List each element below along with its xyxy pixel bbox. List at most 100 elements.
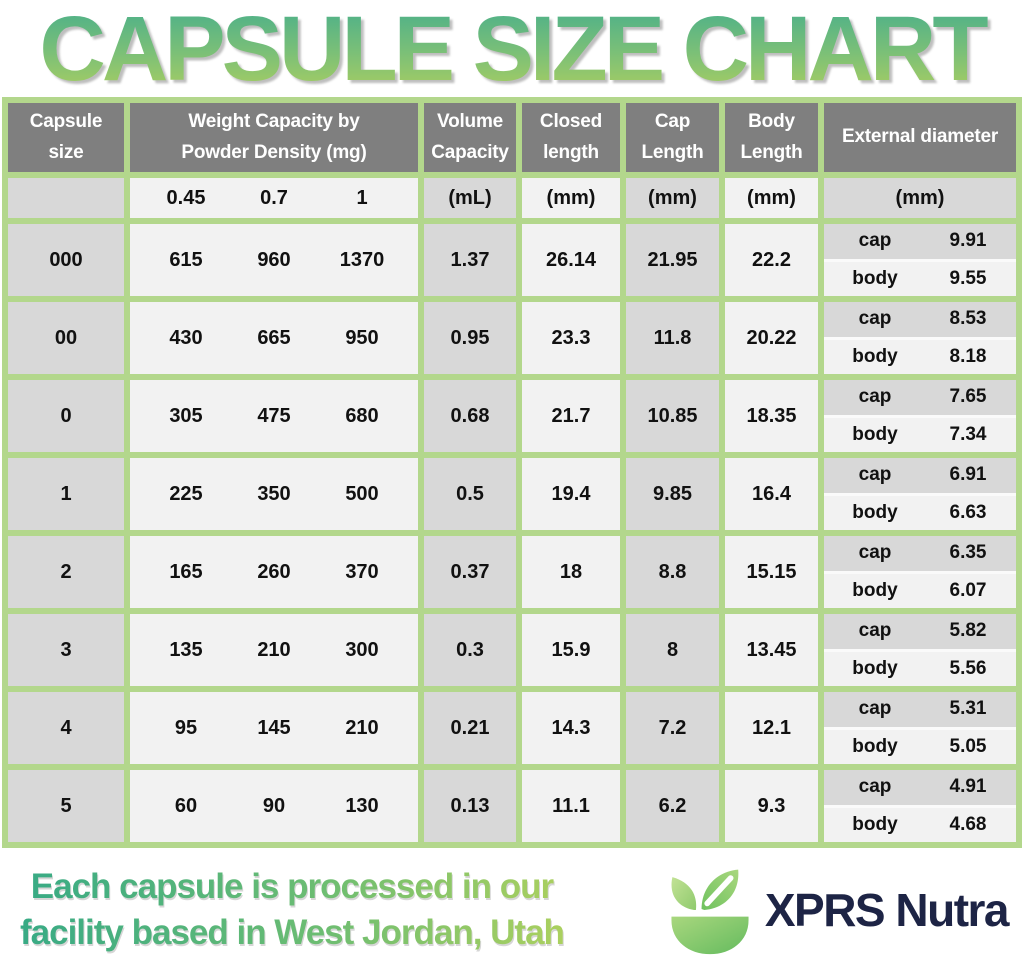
weight-density-07: 960 xyxy=(257,248,291,271)
diameter-body-label: body xyxy=(852,657,898,679)
diameter-body-value: 6.07 xyxy=(949,579,987,601)
col-header-external-diameter: External diameter xyxy=(824,103,1016,172)
weight-density-07: 260 xyxy=(257,560,291,583)
diameter-cap-row: cap 5.31 xyxy=(824,692,1016,727)
weight-density-07: 350 xyxy=(257,482,291,505)
closed-length-value: 26.14 xyxy=(522,224,620,296)
weight-density-07: 90 xyxy=(262,794,286,817)
capsule-size-table: Capsule size Weight Capacity by Powder D… xyxy=(2,97,1022,848)
capsule-size-value: 2 xyxy=(8,536,124,608)
diameter-body-label: body xyxy=(852,813,898,835)
unit-body-length: (mm) xyxy=(725,178,818,218)
diameter-cap-row: cap 7.65 xyxy=(824,380,1016,415)
weight-capacity-values: 430 665 950 xyxy=(130,302,418,374)
external-diameter-cell: cap 9.91 body 9.55 xyxy=(824,224,1016,296)
unit-density-07: 0.7 xyxy=(260,186,288,209)
unit-density-045: 0.45 xyxy=(166,186,206,209)
capsule-size-value: 4 xyxy=(8,692,124,764)
brand-logo: XPRS Nutra xyxy=(663,863,1010,957)
body-length-value: 20.22 xyxy=(725,302,818,374)
units-empty-cell xyxy=(8,178,124,218)
closed-length-value: 23.3 xyxy=(522,302,620,374)
capsule-size-value: 00 xyxy=(8,302,124,374)
weight-capacity-values: 225 350 500 xyxy=(130,458,418,530)
diameter-cap-row: cap 8.53 xyxy=(824,302,1016,337)
weight-capacity-values: 135 210 300 xyxy=(130,614,418,686)
weight-density-07: 475 xyxy=(257,404,291,427)
diameter-body-row: body 7.34 xyxy=(824,414,1016,452)
weight-capacity-values: 95 145 210 xyxy=(130,692,418,764)
diameter-body-row: body 6.63 xyxy=(824,492,1016,530)
closed-length-value: 18 xyxy=(522,536,620,608)
weight-density-1: 210 xyxy=(345,716,379,739)
weight-density-045: 135 xyxy=(169,638,203,661)
diameter-cap-value: 7.65 xyxy=(949,386,987,408)
diameter-body-row: body 9.55 xyxy=(824,258,1016,296)
weight-density-1: 1370 xyxy=(339,248,385,271)
diameter-cap-row: cap 5.82 xyxy=(824,614,1016,649)
diameter-cap-row: cap 6.35 xyxy=(824,536,1016,571)
closed-length-value: 19.4 xyxy=(522,458,620,530)
weight-density-045: 305 xyxy=(169,404,203,427)
diameter-body-row: body 6.07 xyxy=(824,570,1016,608)
diameter-body-value: 8.18 xyxy=(949,345,987,367)
weight-capacity-values: 60 90 130 xyxy=(130,770,418,842)
closed-length-value: 15.9 xyxy=(522,614,620,686)
diameter-body-value: 9.55 xyxy=(949,267,987,289)
diameter-cap-label: cap xyxy=(858,620,892,642)
page-title: CAPSULE SIZE CHART xyxy=(0,0,1024,99)
cap-length-value: 8.8 xyxy=(626,536,719,608)
weight-density-045: 165 xyxy=(169,560,203,583)
unit-cap-length: (mm) xyxy=(626,178,719,218)
weight-capacity-values: 615 960 1370 xyxy=(130,224,418,296)
weight-density-045: 60 xyxy=(174,794,198,817)
diameter-cap-value: 5.82 xyxy=(949,620,987,642)
diameter-cap-row: cap 4.91 xyxy=(824,770,1016,805)
weight-density-1: 500 xyxy=(345,482,379,505)
capsule-size-value: 1 xyxy=(8,458,124,530)
col-header-closed-length: Closed length xyxy=(522,103,620,172)
volume-capacity-value: 1.37 xyxy=(424,224,516,296)
diameter-body-row: body 5.56 xyxy=(824,648,1016,686)
weight-density-07: 665 xyxy=(257,326,291,349)
diameter-body-row: body 5.05 xyxy=(824,726,1016,764)
plant-bowl-icon xyxy=(671,869,749,955)
brand-name: XPRS Nutra xyxy=(764,884,1010,936)
diameter-cap-label: cap xyxy=(858,308,892,330)
diameter-cap-label: cap xyxy=(858,386,892,408)
closed-length-value: 11.1 xyxy=(522,770,620,842)
diameter-body-value: 4.68 xyxy=(949,813,987,835)
tagline-line-1: Each capsule is processed in our xyxy=(30,867,554,906)
footer: Each capsule is processed in our facilit… xyxy=(0,848,1024,966)
external-diameter-cell: cap 8.53 body 8.18 xyxy=(824,302,1016,374)
weight-capacity-values: 165 260 370 xyxy=(130,536,418,608)
weight-density-045: 430 xyxy=(169,326,203,349)
diameter-body-label: body xyxy=(852,501,898,523)
cap-length-value: 21.95 xyxy=(626,224,719,296)
diameter-body-value: 6.63 xyxy=(949,501,987,523)
weight-density-07: 145 xyxy=(257,716,291,739)
col-header-body-length: Body Length xyxy=(725,103,818,172)
diameter-body-label: body xyxy=(852,735,898,757)
capsule-size-value: 000 xyxy=(8,224,124,296)
col-header-volume-capacity: Volume Capacity xyxy=(424,103,516,172)
diameter-body-value: 5.56 xyxy=(949,657,987,679)
cap-length-value: 8 xyxy=(626,614,719,686)
closed-length-value: 21.7 xyxy=(522,380,620,452)
weight-density-07: 210 xyxy=(257,638,291,661)
external-diameter-cell: cap 5.82 body 5.56 xyxy=(824,614,1016,686)
weight-density-045: 225 xyxy=(169,482,203,505)
volume-capacity-value: 0.5 xyxy=(424,458,516,530)
unit-volume: (mL) xyxy=(424,178,516,218)
cap-length-value: 6.2 xyxy=(626,770,719,842)
external-diameter-cell: cap 6.91 body 6.63 xyxy=(824,458,1016,530)
external-diameter-cell: cap 6.35 body 6.07 xyxy=(824,536,1016,608)
diameter-body-value: 7.34 xyxy=(949,423,987,445)
cap-length-value: 9.85 xyxy=(626,458,719,530)
body-length-value: 15.15 xyxy=(725,536,818,608)
cap-length-value: 10.85 xyxy=(626,380,719,452)
col-header-weight-capacity: Weight Capacity by Powder Density (mg) xyxy=(130,103,418,172)
cap-length-value: 11.8 xyxy=(626,302,719,374)
capsule-size-value: 0 xyxy=(8,380,124,452)
diameter-body-label: body xyxy=(852,345,898,367)
